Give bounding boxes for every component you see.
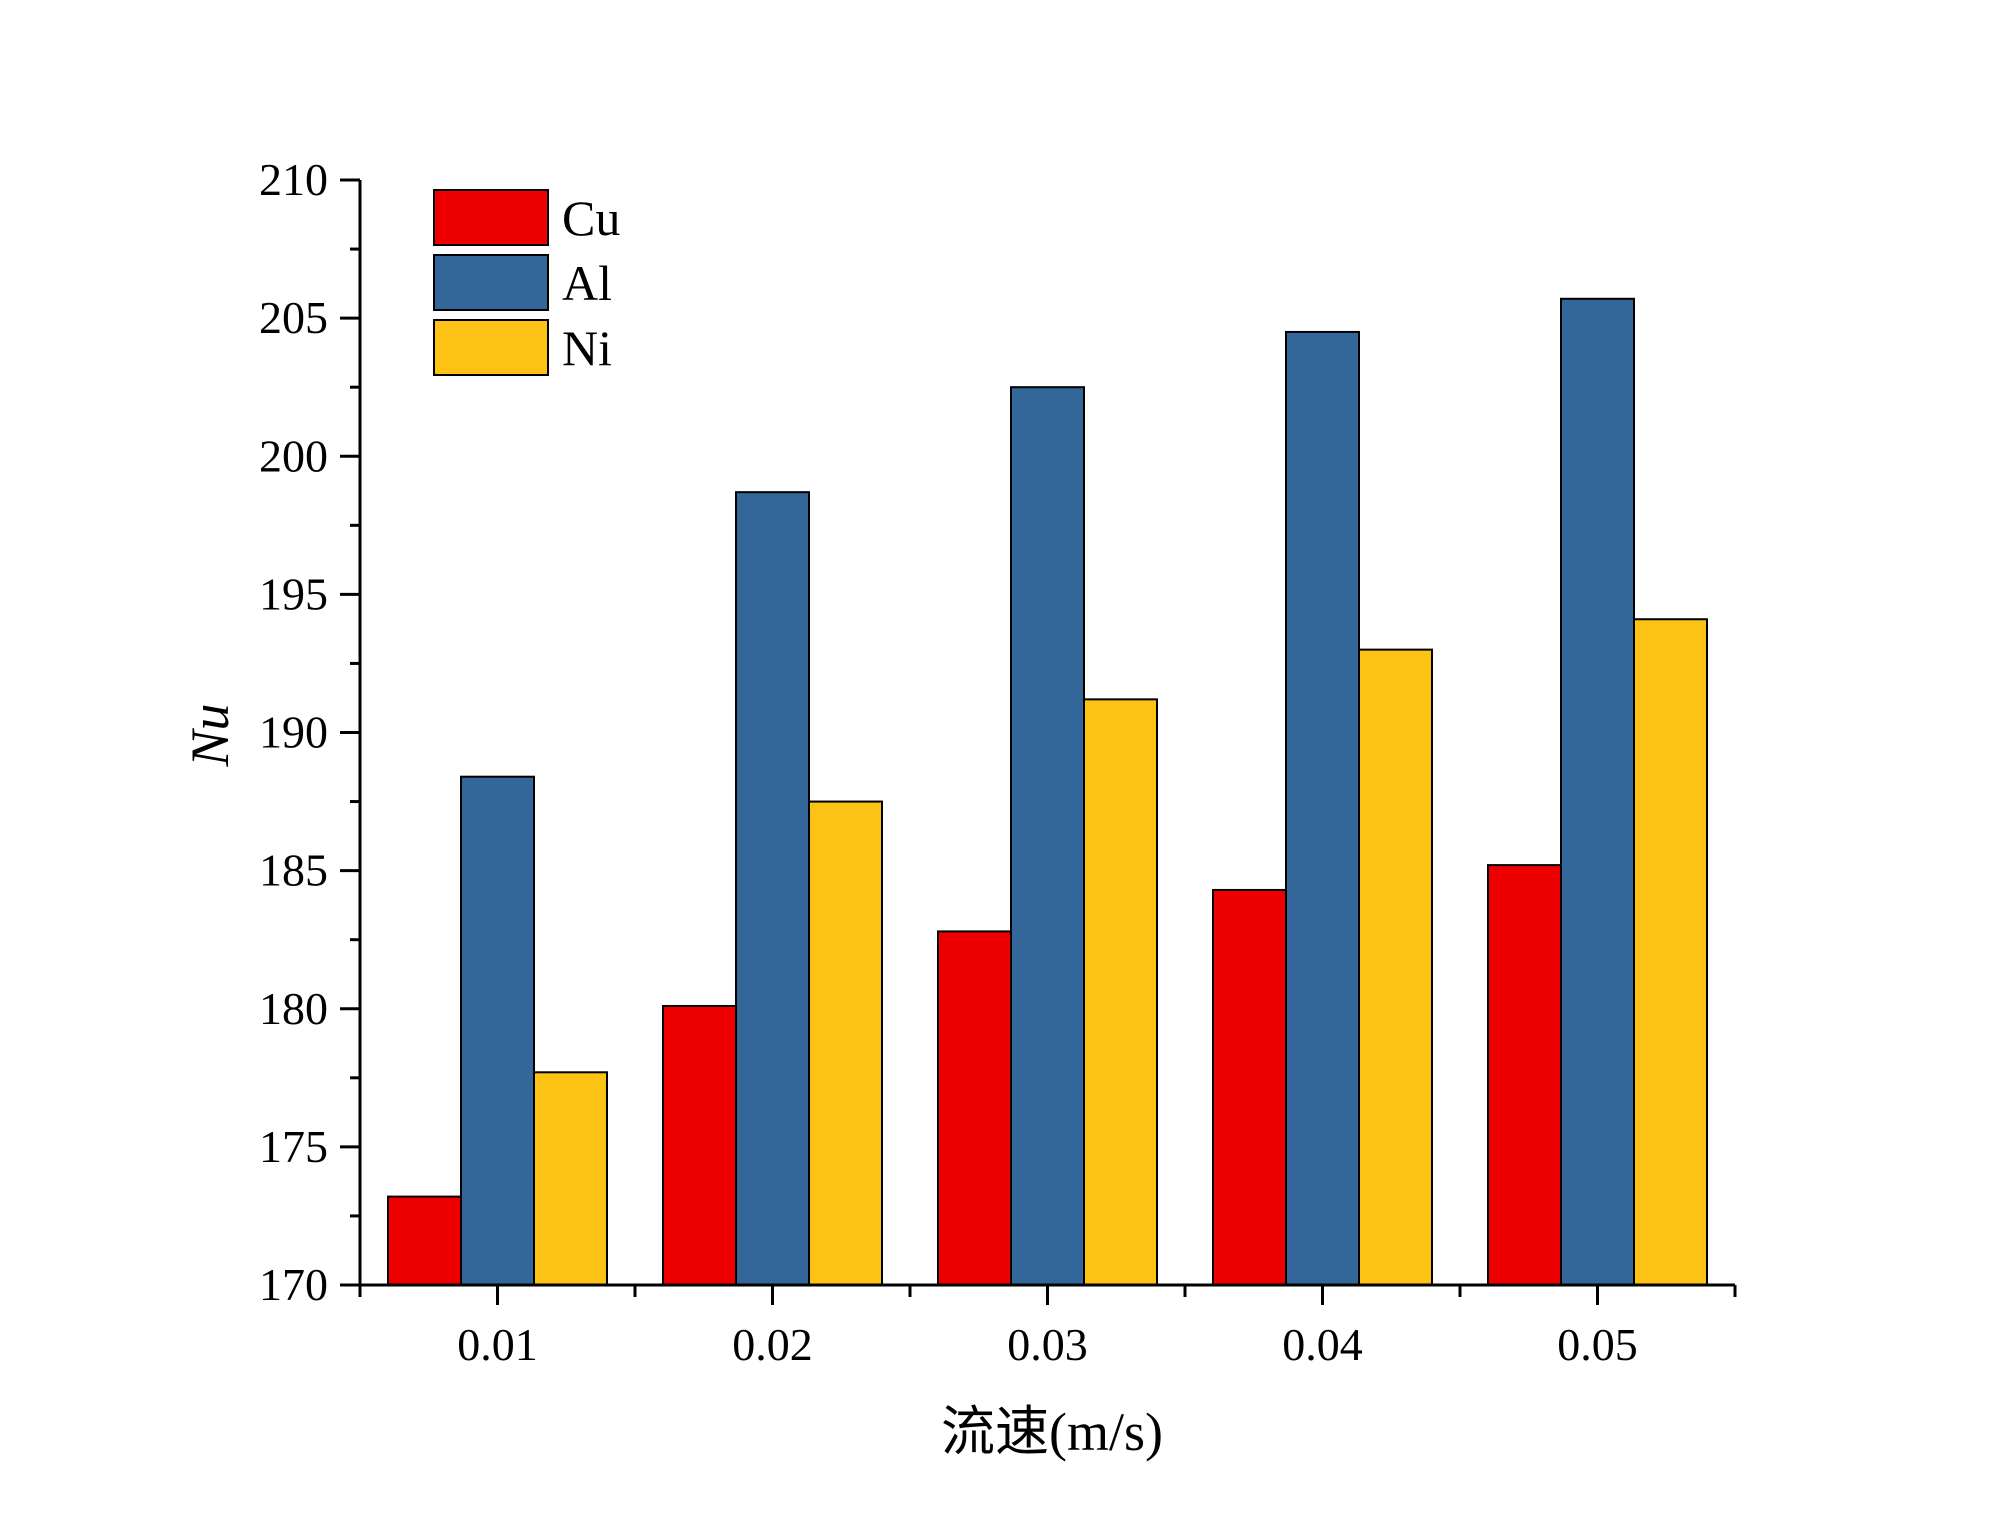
legend-swatch-cu (433, 189, 549, 246)
bar-ni-0.01 (533, 1071, 608, 1286)
y-axis-label: Nu (180, 703, 240, 767)
x-tick-label: 0.02 (732, 1319, 813, 1370)
y-tick-label: 190 (259, 707, 328, 758)
y-tick-label: 170 (259, 1259, 328, 1310)
legend-swatch-al (433, 254, 549, 311)
bars-group (387, 297, 1708, 1287)
bar-cu-0.04 (1212, 888, 1287, 1287)
x-tick-label: 0.05 (1557, 1319, 1638, 1370)
y-ticks: 170 175 180 185 190 195 200 205 210 (259, 154, 360, 1310)
x-axis-label: 流速(m/s) (941, 1402, 1163, 1462)
bar-al-0.01 (460, 775, 535, 1286)
bar-cu-0.01 (387, 1195, 462, 1286)
legend-swatch-ni (433, 319, 549, 376)
bar-al-0.04 (1285, 330, 1360, 1286)
bar-cu-0.02 (662, 1004, 737, 1286)
bar-ni-0.03 (1083, 698, 1158, 1286)
bar-ni-0.04 (1358, 648, 1433, 1286)
y-tick-label: 205 (259, 292, 328, 343)
y-tick-label: 200 (259, 430, 328, 481)
legend-label-al: Al (562, 255, 612, 311)
y-tick-label: 185 (259, 845, 328, 896)
bar-al-0.02 (735, 491, 810, 1287)
bar-cu-0.05 (1487, 864, 1562, 1286)
bar-al-0.05 (1560, 297, 1635, 1287)
bar-ni-0.02 (808, 800, 883, 1286)
legend: Cu Al Ni (433, 189, 620, 376)
y-tick-label: 175 (259, 1121, 328, 1172)
bar-ni-0.05 (1633, 618, 1708, 1286)
legend-label-cu: Cu (562, 190, 620, 246)
y-tick-label: 195 (259, 568, 328, 619)
x-tick-label: 0.04 (1282, 1319, 1363, 1370)
y-tick-label: 210 (259, 154, 328, 205)
bar-al-0.03 (1010, 386, 1085, 1286)
bar-cu-0.03 (937, 930, 1012, 1287)
legend-label-ni: Ni (562, 320, 612, 376)
y-tick-label: 180 (259, 983, 328, 1034)
x-tick-label: 0.01 (457, 1319, 538, 1370)
x-ticks: 0.01 0.02 0.03 0.04 0.05 (358, 1285, 1737, 1370)
x-tick-label: 0.03 (1007, 1319, 1088, 1370)
